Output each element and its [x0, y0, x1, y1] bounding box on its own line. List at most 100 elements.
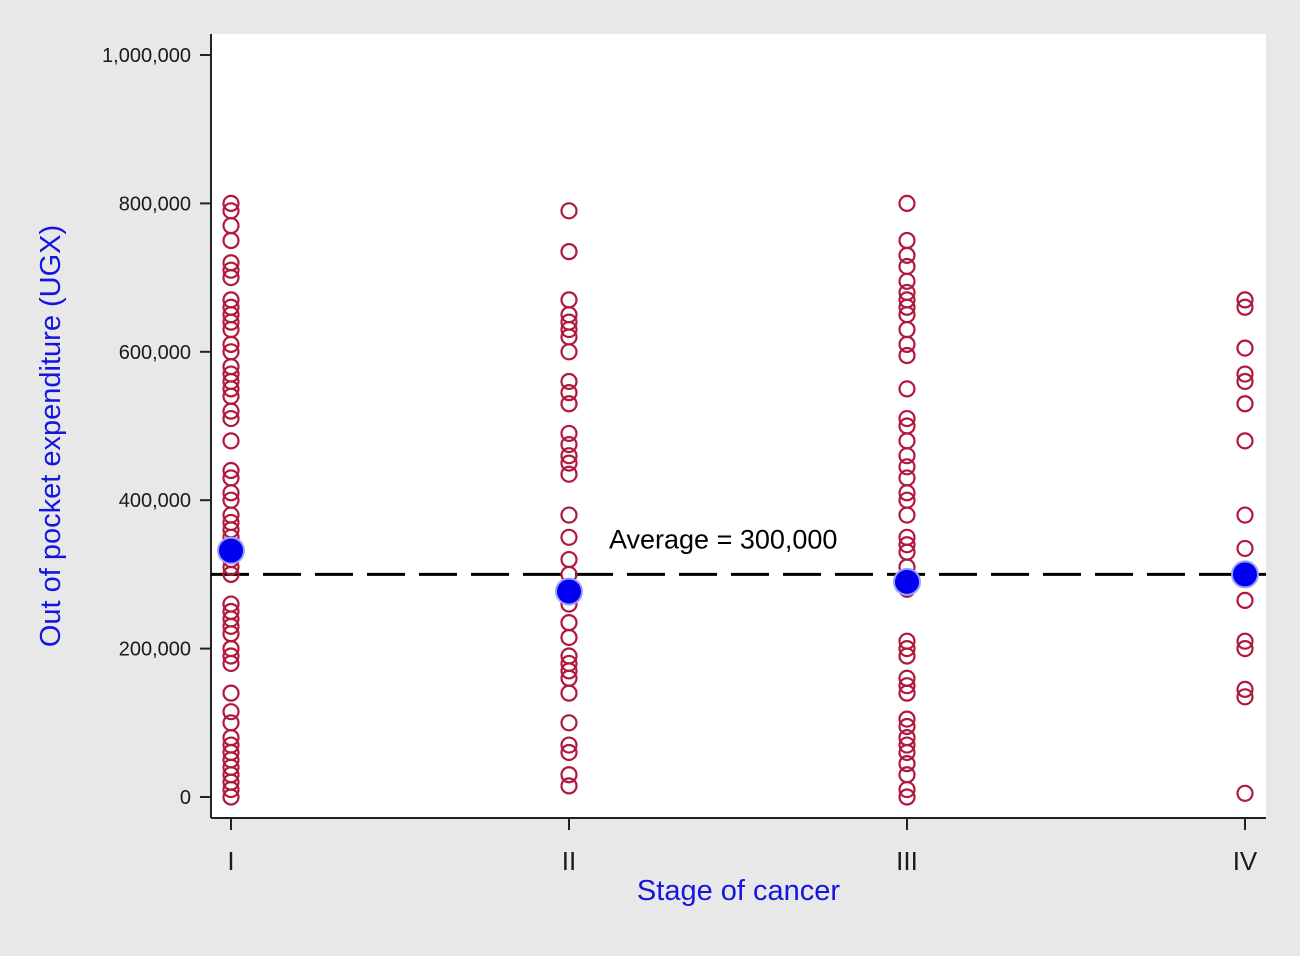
data-point — [222, 261, 240, 279]
average-annotation: Average = 300,000 — [609, 525, 837, 555]
data-point — [560, 528, 578, 546]
plot-area — [211, 34, 1266, 818]
data-point — [560, 424, 578, 443]
y-tick-label: 200,000 — [119, 639, 191, 661]
data-point — [560, 684, 578, 702]
data-point — [222, 231, 240, 250]
data-point — [560, 662, 578, 680]
data-point — [560, 343, 578, 361]
data-point — [560, 743, 578, 762]
data-point — [560, 766, 578, 784]
data-point — [222, 788, 240, 806]
data-point — [898, 736, 916, 754]
data-point — [222, 409, 240, 428]
data-point — [898, 298, 916, 316]
y-tick-label: 0 — [180, 787, 191, 809]
data-point — [222, 313, 240, 331]
data-point — [560, 714, 578, 732]
data-point — [898, 272, 916, 290]
data-point — [222, 647, 240, 665]
data-point — [898, 743, 916, 762]
data-point — [222, 402, 240, 420]
data-point — [898, 710, 916, 728]
data-point — [560, 320, 578, 339]
data-point — [898, 639, 916, 658]
data-point — [898, 780, 916, 799]
data-point — [1236, 506, 1254, 524]
data-point — [898, 409, 916, 428]
x-tick-label: IV — [1233, 846, 1258, 876]
data-point — [222, 703, 240, 721]
data-point — [222, 654, 240, 673]
data-point — [898, 647, 916, 665]
data-point — [560, 384, 578, 402]
data-point — [898, 506, 916, 524]
data-point — [898, 458, 916, 476]
x-axis-title: Stage of cancer — [637, 875, 840, 907]
data-point — [1236, 680, 1254, 699]
data-point — [560, 243, 578, 261]
mean-point — [217, 536, 245, 565]
data-point — [560, 435, 578, 454]
data-point — [1236, 291, 1254, 309]
y-tick-label: 600,000 — [119, 342, 191, 364]
data-point — [1236, 632, 1254, 650]
data-point — [898, 335, 916, 353]
data-point — [1236, 688, 1254, 706]
data-point — [560, 202, 578, 220]
data-point — [222, 565, 240, 584]
data-point — [898, 684, 916, 702]
data-point — [560, 465, 578, 483]
data-point — [222, 684, 240, 702]
data-point — [898, 246, 916, 264]
data-point — [222, 484, 240, 502]
y-tick-label: 1,000,000 — [102, 45, 191, 67]
data-point — [898, 755, 916, 773]
y-tick-label: 400,000 — [119, 490, 191, 512]
data-point — [1236, 298, 1254, 316]
data-point — [898, 194, 916, 212]
data-point — [222, 194, 240, 212]
data-point — [1236, 365, 1254, 383]
data-point — [560, 628, 578, 647]
data-point — [1236, 591, 1254, 609]
data-point — [898, 717, 916, 736]
data-point — [222, 380, 240, 398]
data-point — [222, 617, 240, 635]
data-point — [560, 454, 578, 472]
data-point — [222, 432, 240, 450]
mean-point — [555, 577, 583, 606]
data-point — [560, 777, 578, 795]
data-point — [898, 677, 916, 695]
y-tick-label: 800,000 — [119, 193, 191, 215]
data-point — [560, 395, 578, 413]
data-point — [898, 788, 916, 806]
data-point — [898, 484, 916, 502]
data-point — [1236, 339, 1254, 357]
mean-point — [1231, 560, 1259, 589]
data-point — [898, 380, 916, 398]
data-point — [1236, 395, 1254, 413]
data-point — [1236, 372, 1254, 391]
data-point — [222, 780, 240, 799]
data-point — [1236, 432, 1254, 450]
y-axis-title: Out of pocket expenditure (UGX) — [35, 225, 67, 647]
data-point — [1236, 639, 1254, 658]
data-point — [898, 346, 916, 365]
data-point — [1236, 784, 1254, 802]
mean-point — [893, 567, 921, 596]
data-point — [1236, 539, 1254, 558]
data-point — [222, 461, 240, 480]
data-point — [560, 506, 578, 524]
data-point — [898, 447, 916, 465]
data-point — [222, 269, 240, 287]
data-point — [560, 736, 578, 754]
data-point — [898, 536, 916, 554]
data-point — [560, 372, 578, 391]
data-point — [222, 335, 240, 353]
data-point — [560, 447, 578, 465]
x-tick-label: I — [227, 846, 234, 876]
x-tick-label: III — [896, 846, 918, 876]
